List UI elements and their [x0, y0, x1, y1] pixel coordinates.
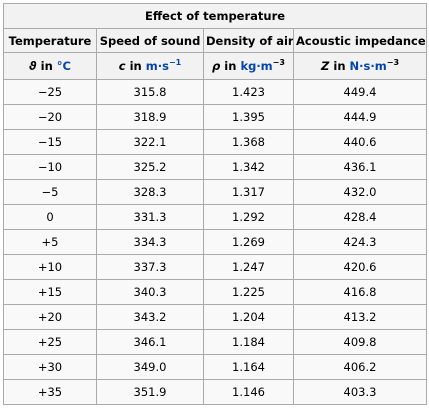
- table-row: −15 322.1 1.368 440.6: [3, 129, 428, 155]
- header-acoustic-impedance: Acoustic impedance: [292, 28, 428, 53]
- impedance-cell: 444.9: [292, 104, 428, 130]
- table-row: 0 331.3 1.292 428.4: [3, 204, 428, 230]
- impedance-cell: 406.2: [292, 354, 428, 380]
- impedance-cell: 409.8: [292, 329, 428, 355]
- table-row: +5 334.3 1.269 424.3: [3, 229, 428, 255]
- header-speed-of-sound: Speed of sound: [96, 28, 204, 53]
- temperature-cell: −15: [3, 129, 97, 155]
- impedance-cell: 432.0: [292, 179, 428, 205]
- density-cell: 1.269: [203, 229, 294, 255]
- speed-of-sound-cell: 331.3: [96, 204, 204, 230]
- impedance-cell: 449.4: [292, 79, 428, 105]
- speed-of-sound-cell: 349.0: [96, 354, 204, 380]
- speed-of-sound-cell: 328.3: [96, 179, 204, 205]
- density-cell: 1.292: [203, 204, 294, 230]
- in-word: in: [333, 59, 346, 73]
- unit-exponent: −3: [272, 58, 285, 67]
- temperature-cell: +5: [3, 229, 97, 255]
- unit-exponent: −3: [386, 58, 400, 67]
- temperature-cell: −25: [3, 79, 97, 105]
- density-cell: 1.146: [203, 379, 294, 405]
- speed-of-sound-cell: 346.1: [96, 329, 204, 355]
- units-speed: c in m·s−1: [96, 52, 204, 80]
- density-cell: 1.184: [203, 329, 294, 355]
- unit-link-celsius[interactable]: °C: [56, 59, 71, 73]
- impedance-cell: 436.1: [292, 154, 428, 180]
- density-cell: 1.342: [203, 154, 294, 180]
- speed-of-sound-cell: 315.8: [96, 79, 204, 105]
- table-row: −5 328.3 1.317 432.0: [3, 179, 428, 205]
- speed-of-sound-cell: 334.3: [96, 229, 204, 255]
- impedance-cell: 424.3: [292, 229, 428, 255]
- temperature-cell: −20: [3, 104, 97, 130]
- speed-of-sound-cell: 351.9: [96, 379, 204, 405]
- speed-of-sound-cell: 325.2: [96, 154, 204, 180]
- unit-exponent: −1: [168, 58, 182, 67]
- density-cell: 1.317: [203, 179, 294, 205]
- in-word: in: [129, 59, 142, 73]
- density-cell: 1.164: [203, 354, 294, 380]
- temperature-cell: 0: [3, 204, 97, 230]
- symbol-c: c: [118, 59, 126, 73]
- unit-link-metre-per-second[interactable]: m·s−1: [145, 58, 182, 74]
- table-row: +30 349.0 1.164 406.2: [3, 354, 428, 380]
- impedance-cell: 413.2: [292, 304, 428, 330]
- density-cell: 1.204: [203, 304, 294, 330]
- speed-of-sound-cell: 337.3: [96, 254, 204, 280]
- table-row: −20 318.9 1.395 444.9: [3, 104, 428, 130]
- table-row: −10 325.2 1.342 436.1: [3, 154, 428, 180]
- density-cell: 1.225: [203, 279, 294, 305]
- units-density: ρ in kg·m−3: [203, 52, 294, 80]
- temperature-cell: −5: [3, 179, 97, 205]
- impedance-cell: 416.8: [292, 279, 428, 305]
- symbol-theta: ϑ: [29, 59, 37, 73]
- impedance-cell: 420.6: [292, 254, 428, 280]
- temperature-effect-table: Effect of temperature Temperature Speed …: [2, 3, 428, 405]
- header-density-of-air: Density of air: [203, 28, 294, 53]
- temperature-cell: +30: [3, 354, 97, 380]
- speed-of-sound-cell: 318.9: [96, 104, 204, 130]
- table-row: +35 351.9 1.146 403.3: [3, 379, 428, 405]
- header-temperature: Temperature: [3, 28, 97, 53]
- speed-of-sound-cell: 343.2: [96, 304, 204, 330]
- units-row: ϑ in °C c in m·s−1 ρ in kg·m−3 Z in N·s·…: [3, 52, 428, 80]
- in-word: in: [40, 59, 53, 73]
- units-impedance: Z in N·s·m−3: [292, 52, 428, 80]
- table-row: +10 337.3 1.247 420.6: [3, 254, 428, 280]
- temperature-cell: +35: [3, 379, 97, 405]
- table-caption-row: Effect of temperature: [2, 3, 428, 29]
- unit-link-kg-per-cubic-metre[interactable]: kg·m: [240, 59, 273, 73]
- density-cell: 1.395: [203, 104, 294, 130]
- impedance-cell: 428.4: [292, 204, 428, 230]
- temperature-cell: +25: [3, 329, 97, 355]
- temperature-cell: +15: [3, 279, 97, 305]
- symbol-z: Z: [321, 59, 330, 73]
- table-caption: Effect of temperature: [2, 3, 428, 29]
- table-row: +25 346.1 1.184 409.8: [3, 329, 428, 355]
- speed-of-sound-cell: 322.1: [96, 129, 204, 155]
- density-cell: 1.247: [203, 254, 294, 280]
- speed-of-sound-cell: 340.3: [96, 279, 204, 305]
- impedance-cell: 440.6: [292, 129, 428, 155]
- column-header-row: Temperature Speed of sound Density of ai…: [3, 28, 428, 53]
- symbol-rho: ρ: [212, 59, 221, 73]
- density-cell: 1.368: [203, 129, 294, 155]
- table-row: −25 315.8 1.423 449.4: [3, 79, 428, 105]
- table-row: +15 340.3 1.225 416.8: [3, 279, 428, 305]
- impedance-cell: 403.3: [292, 379, 428, 405]
- units-temperature: ϑ in °C: [3, 52, 97, 80]
- table-row: +20 343.2 1.204 413.2: [3, 304, 428, 330]
- temperature-cell: +20: [3, 304, 97, 330]
- temperature-cell: −10: [3, 154, 97, 180]
- temperature-cell: +10: [3, 254, 97, 280]
- in-word: in: [224, 59, 237, 73]
- unit-link-newton-second-per-cubic-metre[interactable]: N·s·m: [349, 59, 387, 73]
- density-cell: 1.423: [203, 79, 294, 105]
